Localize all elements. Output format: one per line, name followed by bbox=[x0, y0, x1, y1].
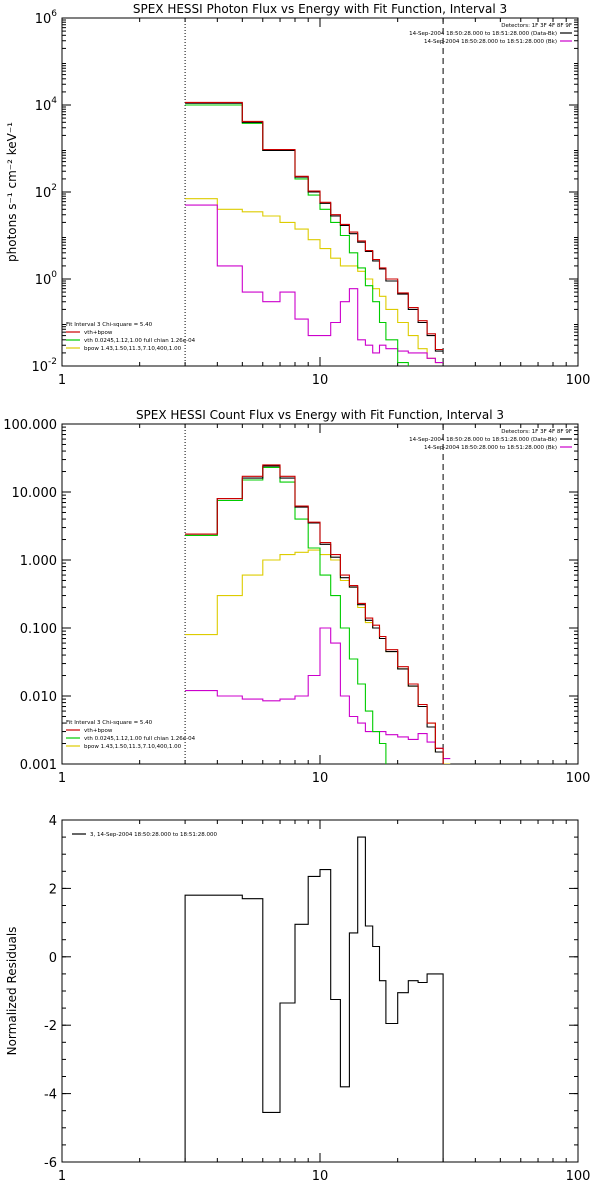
y-tick-label: 4 bbox=[49, 814, 57, 829]
panel-3: 1 10 100 -6 -4 -2 0 2 4 Normalized Residuals 3, 14… bbox=[5, 814, 590, 1184]
y-tick-label: 0.010 bbox=[20, 690, 57, 705]
y-tick-base: 10 bbox=[31, 360, 48, 375]
x-tick-label: 1 bbox=[58, 373, 66, 388]
x-tick-label: 10 bbox=[312, 1169, 329, 1184]
y-tick-label: 1.000 bbox=[20, 554, 57, 569]
legend-entry: 14-Sep-2004 18:50:28.000 to 18:51:28.000… bbox=[409, 31, 557, 37]
panel-2: SPEX HESSI Count Flux vs Energy with Fit… bbox=[3, 408, 590, 786]
legend-entry: 14-Sep-2004 18:50:28.000 to 18:51:28.000… bbox=[424, 39, 557, 45]
y-axis-label: Normalized Residuals bbox=[5, 927, 19, 1056]
spectrum-series-5 bbox=[185, 627, 451, 760]
y-tick-base: 10 bbox=[35, 186, 52, 201]
y-tick-label: 104 bbox=[35, 96, 58, 114]
chart-title: SPEX HESSI Count Flux vs Energy with Fit… bbox=[136, 408, 504, 422]
y-tick-label: 0.100 bbox=[20, 622, 57, 637]
spectrum-series-2 bbox=[185, 101, 444, 351]
legend-entry: vth 0.0245,1.12,1.00 full chian 1.26e-04 bbox=[84, 338, 196, 344]
chart-title: SPEX HESSI Photon Flux vs Energy with Fi… bbox=[133, 2, 507, 16]
spectrum-series-4 bbox=[185, 549, 451, 764]
legend-fit-header: Fit Interval 3 Chi-square = 5.40 bbox=[66, 720, 153, 726]
y-tick-label: -4 bbox=[44, 1088, 57, 1103]
legend-detectors: Detectors: 1F 3F 4F 8F 9F bbox=[501, 429, 572, 435]
spectrum-series-4 bbox=[185, 198, 444, 364]
spectrum-series-5 bbox=[185, 204, 444, 364]
x-tick-label: 100 bbox=[566, 1169, 591, 1184]
legend-entry: 14-Sep-2004 18:50:28.000 to 18:51:28.000… bbox=[424, 445, 557, 451]
spectrum-series-3 bbox=[185, 466, 387, 764]
spectrum-series-2 bbox=[185, 464, 444, 764]
y-tick-exponent: -2 bbox=[48, 357, 57, 367]
y-tick-label: -2 bbox=[44, 1019, 57, 1034]
legend-entry: 3, 14-Sep-2004 18:50:28.000 to 18:51:28.… bbox=[90, 832, 217, 838]
y-tick-base: 10 bbox=[35, 273, 52, 288]
x-tick-label: 10 bbox=[312, 771, 329, 786]
legend-fit-header: Fit Interval 3 Chi-square = 5.40 bbox=[66, 322, 153, 328]
panel-1: SPEX HESSI Photon Flux vs Energy with Fi… bbox=[5, 2, 590, 388]
y-tick-label: 102 bbox=[35, 183, 57, 201]
series-group bbox=[185, 101, 444, 366]
legend-detectors: Detectors: 1F 3F 4F 8F 9F bbox=[501, 23, 572, 29]
y-tick-label: -6 bbox=[44, 1156, 57, 1171]
y-tick-exponent: 6 bbox=[51, 9, 57, 19]
y-tick-base: 10 bbox=[35, 12, 52, 27]
spectrum-series-1 bbox=[185, 102, 444, 352]
series-group bbox=[185, 464, 451, 764]
y-tick-label: 2 bbox=[49, 882, 57, 897]
x-tick-label: 100 bbox=[566, 771, 591, 786]
y-tick-label: 106 bbox=[35, 9, 58, 27]
x-tick-label: 1 bbox=[58, 771, 66, 786]
x-tick-label: 10 bbox=[312, 373, 329, 388]
legend-entry: bpow 1.43,1.50,11.3,7.10,400,1.00 bbox=[84, 346, 182, 352]
y-tick-exponent: 4 bbox=[51, 96, 57, 106]
spectrum-series-1 bbox=[185, 465, 444, 764]
legend-entry: 14-Sep-2004 18:50:28.000 to 18:51:28.000… bbox=[409, 437, 557, 443]
legend-entry: vth 0.0245,1.12,1.00 full chian 1.26e-04 bbox=[84, 736, 196, 742]
series-group bbox=[184, 836, 444, 1162]
y-tick-label: 100 bbox=[35, 270, 58, 288]
legend-entry: vth+bpow bbox=[84, 728, 113, 734]
y-tick-exponent: 2 bbox=[51, 183, 57, 193]
legend-entry: vth+bpow bbox=[84, 330, 113, 336]
plot-frame bbox=[61, 423, 579, 765]
x-tick-label: 100 bbox=[566, 373, 591, 388]
legend-entry: bpow 1.43,1.50,11.3,7.10,400,1.00 bbox=[84, 744, 182, 750]
y-tick-base: 10 bbox=[35, 99, 52, 114]
y-tick-label: 10-2 bbox=[31, 357, 57, 375]
y-tick-label: 10.000 bbox=[12, 486, 58, 501]
y-axis-label: photons s⁻¹ cm⁻² keV⁻¹ bbox=[5, 122, 19, 262]
spectrum-series-1 bbox=[184, 836, 444, 1162]
y-tick-label: 0 bbox=[49, 951, 57, 966]
y-tick-exponent: 0 bbox=[51, 270, 57, 280]
x-tick-label: 1 bbox=[58, 1169, 66, 1184]
y-tick-label: 100.000 bbox=[3, 418, 57, 433]
y-tick-label: 0.001 bbox=[20, 758, 57, 773]
